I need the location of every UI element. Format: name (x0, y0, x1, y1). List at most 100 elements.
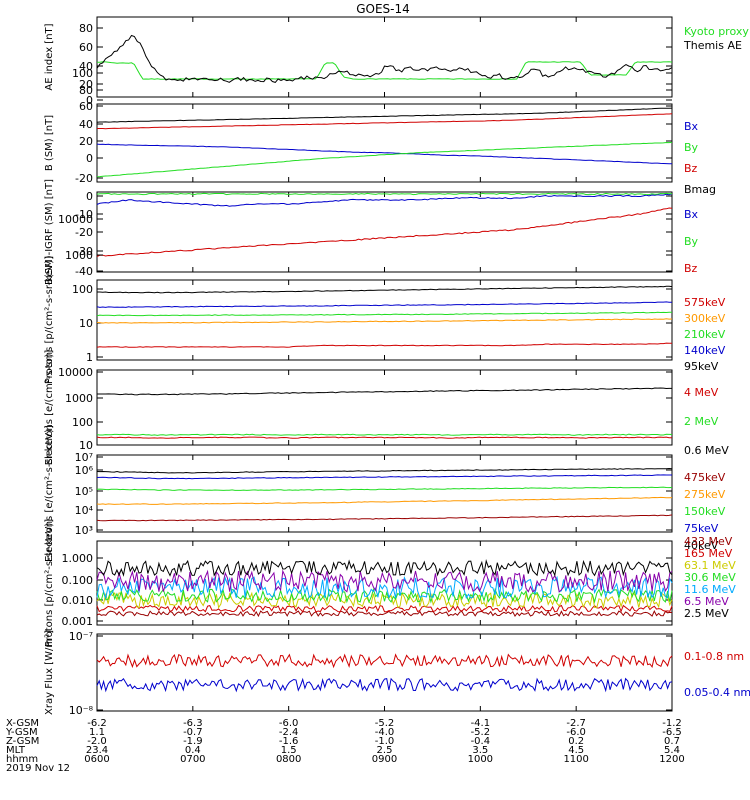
legend-entry: Bx (684, 120, 699, 133)
legend-entry: 2.5 MeV (684, 607, 729, 620)
y-axis-label: AE index [nT] (44, 23, 55, 90)
time-axis-value: -5.2 (471, 727, 491, 738)
time-axis-value: -5.2 (375, 718, 395, 729)
series-line-bz (97, 113, 673, 130)
time-axis-value: 3.5 (472, 745, 488, 756)
series-line-by (96, 192, 673, 196)
series-line-bmag (96, 107, 673, 123)
plot-date: 2019 Nov 12 (6, 763, 70, 774)
time-axis-value: -4.0 (375, 727, 395, 738)
series-line-bz (96, 207, 673, 257)
series-line-275kev (96, 496, 673, 505)
series-line-11-6-mev (96, 575, 673, 600)
y-tick-label: 10³ (75, 524, 93, 537)
series-line-bx (96, 143, 672, 165)
time-axis-value: -1.0 (375, 736, 395, 747)
y-tick-label: -10 (75, 208, 93, 221)
legend-entry: 95keV (684, 360, 719, 373)
legend-entry: Bmag (684, 183, 716, 196)
y-tick-label: 20 (79, 78, 93, 91)
y-tick-label: 20 (79, 135, 93, 148)
legend-entry: Themis AE (683, 39, 742, 52)
y-axis-label: Protons [p/(cm²-s-sr-keV)] (44, 519, 55, 647)
time-axis-value: 0.2 (568, 736, 584, 747)
time-axis-value: 5.4 (664, 745, 680, 756)
legend-entry: 210keV (684, 328, 726, 341)
time-axis-value: 0.7 (664, 736, 680, 747)
y-tick-label: 60 (79, 100, 93, 113)
y-axis-label: Xray Flux [W/m²] (44, 630, 55, 715)
y-tick-label: 1 (86, 351, 93, 364)
time-axis-row-label: Y-GSM (5, 727, 38, 738)
y-tick-label: 80 (79, 84, 93, 97)
y-tick-label: 0 (86, 190, 93, 203)
time-axis-row-label: Z-GSM (6, 736, 39, 747)
time-axis-value: -6.3 (183, 718, 203, 729)
legend-entry: 2 MeV (684, 415, 719, 428)
y-tick-label: 10⁷ (75, 451, 93, 464)
legend-entry: 11.6 MeV (684, 583, 736, 596)
legend-entry: 475keV (684, 471, 726, 484)
legend-entry: 4 MeV (684, 386, 719, 399)
y-tick-label: 10⁴ (75, 504, 94, 517)
y-tick-label: 10⁶ (75, 464, 94, 477)
time-axis-value: 1.5 (281, 745, 297, 756)
y-axis-label: Protons [p/(cm²-s-sr-keV)] (44, 256, 55, 384)
time-axis-row-label: MLT (6, 745, 26, 756)
y-tick-label: 1000 (65, 249, 93, 262)
panel-frame (96, 16, 673, 98)
time-axis-value: -6.0 (566, 727, 586, 738)
panel-frame (96, 633, 673, 712)
series-line-by (96, 141, 673, 178)
series-line-95kev (97, 285, 673, 294)
time-axis-value: 23.4 (86, 745, 108, 756)
legend-entry: Bx (684, 208, 699, 221)
time-axis-value: -6.2 (87, 718, 107, 729)
legend-entry: Bz (684, 262, 698, 275)
y-tick-label: 0.001 (62, 615, 94, 628)
legend-entry: 30.6 MeV (684, 571, 736, 584)
series-line-30-6-mev (96, 587, 673, 604)
legend-entry: 0.1-0.8 nm (684, 650, 744, 663)
time-axis-value: -0.7 (183, 727, 203, 738)
time-axis-value: -1.9 (183, 736, 203, 747)
panel-xray: 10⁻⁸ 10⁻⁷ Xray Flux [W/m²] 0.1-0.8 nm 0.05-0… (44, 630, 750, 717)
time-axis-value: -2.0 (87, 736, 107, 747)
time-axis-value: -2.7 (566, 718, 586, 729)
time-axis-value: 0800 (276, 754, 301, 765)
time-axis-value: 4.5 (568, 745, 584, 756)
y-axis-label: Electrons [e/(cm²-s-sr)] (44, 350, 55, 466)
time-axis-row-label: hhmm (6, 754, 38, 765)
y-tick-label: 10⁵ (75, 485, 93, 498)
time-axis-value: -4.1 (471, 718, 491, 729)
legend-entry: Bz (684, 162, 698, 175)
time-axis-value: 1100 (563, 754, 588, 765)
y-tick-label: 10 (79, 317, 93, 330)
legend-entry: 0.05-0.4 nm (684, 686, 750, 699)
legend-entry: 0.6 MeV (684, 444, 729, 457)
time-axis-value: -6.5 (662, 727, 682, 738)
series-line-themis-ae (96, 34, 673, 83)
time-axis-value: 1000 (468, 754, 493, 765)
series-line-210kev (96, 311, 672, 317)
series-line-kyoto-proxy-ae (97, 61, 673, 80)
legend-entry: 63.1 MeV (684, 559, 736, 572)
legend-entry: 433 MeV (684, 535, 733, 548)
series-line-475kev (96, 514, 673, 522)
y-tick-label: 40 (79, 60, 93, 73)
y-axis-label: B (SM) [nT] (44, 115, 55, 171)
legend-entry: By (684, 141, 699, 154)
panel-b: -20 0 20 40 60 80 100 B (SM) [nT] Bx By Bz Bmag (44, 67, 716, 196)
time-axis-value: 1.1 (89, 727, 105, 738)
time-axis-value: 0.4 (185, 745, 201, 756)
series-line-6-5-mev (96, 569, 673, 593)
series-line-0-1-0-8-nm (96, 653, 673, 669)
y-tick-label: 40 (79, 118, 93, 131)
time-axis-row-label: X-GSM (6, 718, 39, 729)
plot-title: GOES-14 (356, 2, 410, 16)
y-tick-label: 10⁻⁸ (69, 704, 94, 717)
series-line-0-05-0-4-nm (96, 677, 673, 693)
